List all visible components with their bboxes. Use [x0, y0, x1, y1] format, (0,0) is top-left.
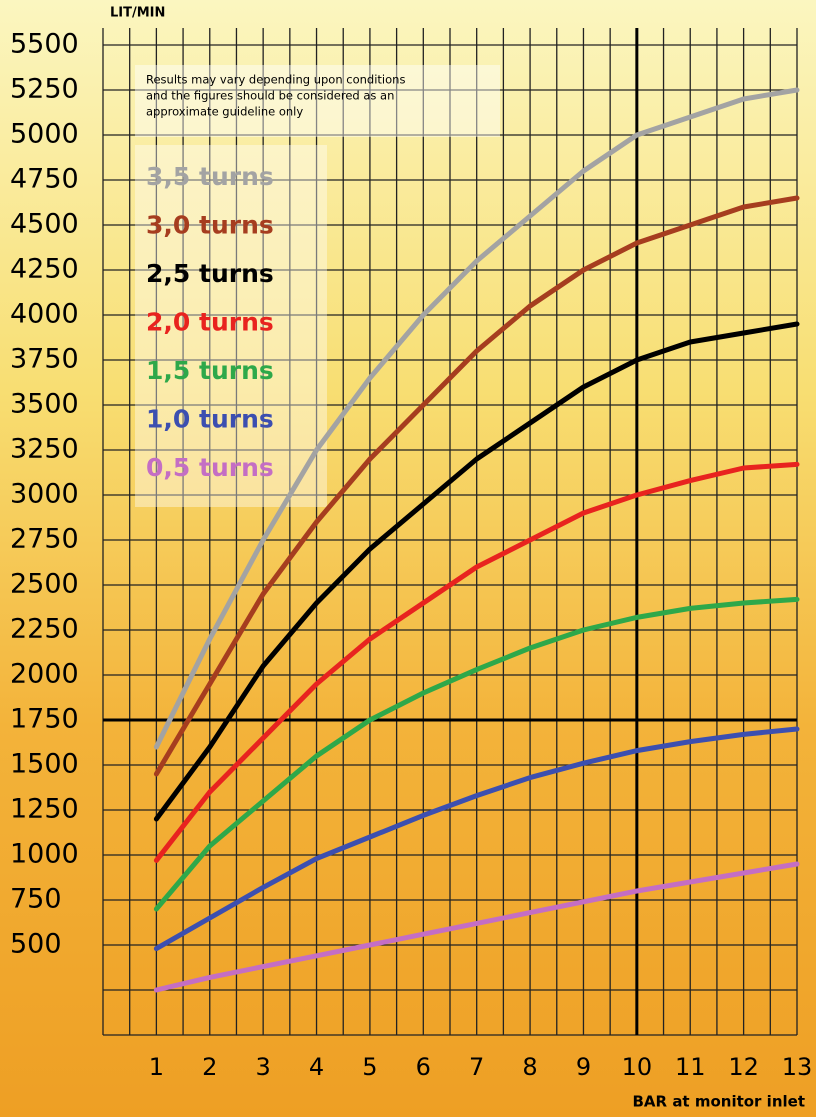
x-tick-label: 11 [675, 1053, 706, 1081]
legend-entry: 1,5 turns [146, 356, 274, 385]
y-tick-label: 5250 [10, 74, 79, 105]
series-line [153, 461, 800, 863]
y-tick-label: 2000 [10, 659, 79, 690]
y-tick-label: 1750 [10, 704, 79, 735]
y-tick-label: 4500 [10, 209, 79, 240]
x-tick-label: 8 [522, 1053, 537, 1081]
legend-entry: 2,0 turns [146, 308, 274, 337]
note-box [135, 65, 500, 137]
x-tick-label: 5 [362, 1053, 377, 1081]
series-line [153, 321, 800, 822]
y-tick-label: 3250 [10, 434, 79, 465]
y-tick-label: 2500 [10, 569, 79, 600]
y-tick-label: 3000 [10, 479, 79, 510]
x-tick-label: 12 [728, 1053, 759, 1081]
legend-entry: 2,5 turns [146, 259, 274, 288]
y-tick-label: 2250 [10, 614, 79, 645]
y-tick-label: 4250 [10, 254, 79, 285]
x-tick-label: 13 [782, 1053, 813, 1081]
legend-entry: 3,5 turns [146, 162, 274, 191]
x-tick-label: 7 [469, 1053, 484, 1081]
x-tick-label: 3 [256, 1053, 271, 1081]
y-tick-label: 1500 [10, 749, 79, 780]
x-tick-label: 9 [576, 1053, 591, 1081]
y-tick-label: 750 [10, 884, 62, 915]
x-tick-label: 10 [622, 1053, 653, 1081]
x-tick-label: 6 [416, 1053, 431, 1081]
note-line: and the figures should be considered as … [146, 89, 394, 103]
x-axis-label: BAR at monitor inlet [633, 1093, 806, 1111]
note-line: approximate guideline only [146, 105, 303, 119]
y-tick-label: 1000 [10, 839, 79, 870]
y-axis-label: LIT/MIN [110, 6, 165, 21]
series-line [153, 195, 800, 777]
legend-entry: 0,5 turns [146, 453, 274, 482]
y-tick-label: 500 [10, 929, 62, 960]
series-line [153, 861, 800, 993]
y-tick-label: 5000 [10, 119, 79, 150]
y-tick-label: 2750 [10, 524, 79, 555]
series-line [153, 87, 800, 750]
x-tick-label: 1 [149, 1053, 164, 1081]
note-line: Results may vary depending upon conditio… [146, 73, 405, 87]
y-tick-label: 3750 [10, 344, 79, 375]
legend-entry: 3,0 turns [146, 211, 274, 240]
x-tick-label: 2 [202, 1053, 217, 1081]
legend-entry: 1,0 turns [146, 405, 274, 434]
y-tick-label: 5500 [10, 29, 79, 60]
legend-box [135, 145, 327, 507]
series-line [153, 726, 800, 952]
y-tick-label: 1250 [10, 794, 79, 825]
y-tick-label: 3500 [10, 389, 79, 420]
x-tick-label: 4 [309, 1053, 324, 1081]
y-tick-label: 4750 [10, 164, 79, 195]
series-line [153, 596, 800, 912]
y-tick-label: 4000 [10, 299, 79, 330]
